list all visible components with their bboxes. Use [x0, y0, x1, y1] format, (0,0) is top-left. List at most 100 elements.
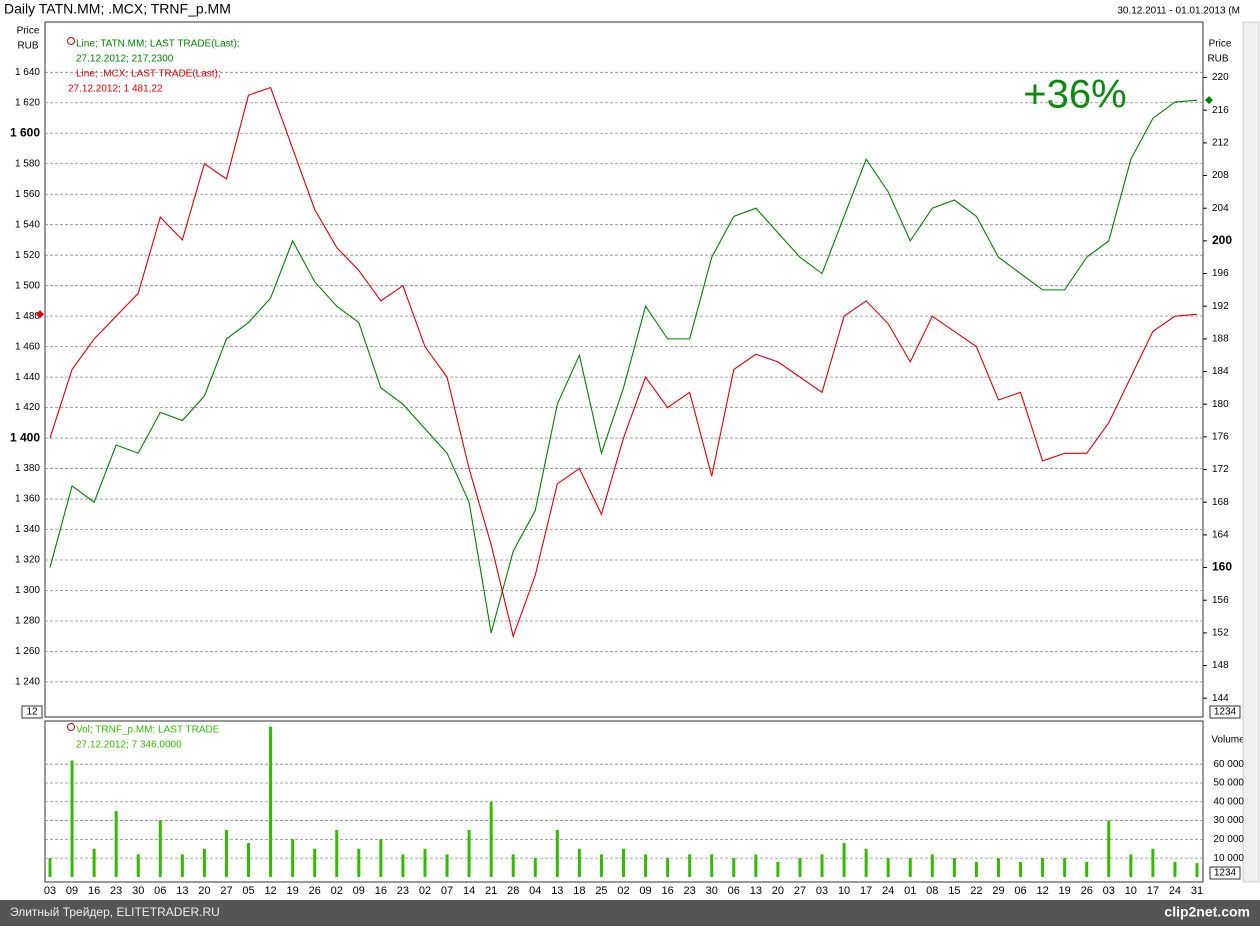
x-tick-label: 24 [882, 885, 894, 897]
y-tick-label: 1 260 [15, 646, 40, 657]
box [21, 705, 43, 719]
legend-detail: 27.12.2012; 7 346,0000 [76, 740, 182, 751]
bar [864, 848, 868, 877]
x-tick-label: 26 [1081, 885, 1093, 897]
bar [1173, 861, 1177, 877]
y-tick-label: 1 520 [15, 250, 40, 261]
bar [952, 858, 956, 877]
y-tick-label: 1 500 [15, 280, 40, 291]
bar [423, 848, 427, 877]
bar [379, 839, 383, 877]
x-tick-label: 22 [970, 885, 982, 897]
x-tick-label: 04 [529, 885, 541, 897]
legend-entry: Vol; TRNF_p.MM; LAST TRADE [76, 725, 220, 736]
bar [136, 854, 140, 877]
bar [555, 829, 559, 877]
last-value-marker [36, 310, 44, 319]
bar [908, 858, 912, 877]
x-tick-label: 19 [287, 885, 299, 897]
y2-tick-label: 212 [1212, 138, 1229, 149]
bar [401, 854, 405, 877]
y2-tick-label: 184 [1212, 366, 1229, 377]
bar [1085, 861, 1089, 877]
y-tick-label: 1 460 [15, 341, 40, 352]
bar [48, 858, 52, 877]
bar [1107, 820, 1111, 877]
bar [114, 811, 118, 877]
bar [467, 829, 471, 877]
x-tick-label: 01 [904, 885, 916, 897]
y2-tick-label: 216 [1212, 105, 1229, 116]
x-tick-label: 25 [595, 885, 607, 897]
bar [291, 839, 295, 877]
bar [886, 858, 890, 877]
y-tick-label: 1 640 [15, 67, 40, 78]
box [1209, 866, 1241, 880]
box-label: 1234 [1214, 707, 1237, 718]
x-tick-label: 06 [1014, 885, 1026, 897]
y-axis-label: RUB [17, 41, 38, 52]
x-tick-label: 15 [948, 885, 960, 897]
y-tick-label: 1 240 [15, 677, 40, 688]
bar [622, 848, 625, 877]
y2-tick-label: 144 [1212, 693, 1229, 704]
x-tick-label: 02 [617, 885, 629, 897]
x-tick-label: 17 [1147, 885, 1159, 897]
x-tick-label: 10 [838, 885, 850, 897]
y2-tick-label: 168 [1212, 497, 1229, 508]
x-tick-label: 18 [573, 885, 585, 897]
x-tick-label: 13 [750, 885, 762, 897]
y2-tick-label: 188 [1212, 334, 1229, 345]
x-tick-label: 27 [794, 885, 806, 897]
y-tick-label: 1 480 [15, 311, 40, 322]
x-tick-label: 06 [154, 885, 166, 897]
bar [1063, 858, 1067, 877]
bar [1195, 863, 1199, 877]
x-tick-label: 08 [926, 885, 938, 897]
bar [202, 848, 206, 877]
y-tick-label: 40 000 [1213, 796, 1244, 807]
y-tick-label: 60 000 [1213, 759, 1244, 770]
x-tick-label: 13 [176, 885, 188, 897]
bar [798, 858, 802, 877]
price-panel [44, 21, 1204, 718]
legend-detail: 27.12.2012; 217,2300 [76, 54, 174, 65]
y2-tick-label: 176 [1212, 432, 1229, 443]
x-tick-label: 26 [309, 885, 321, 897]
bar [445, 854, 449, 877]
x-tick-label: 14 [463, 885, 475, 897]
box-label: 12 [26, 707, 38, 718]
x-tick-label: 16 [375, 885, 387, 897]
x-tick-label: 12 [1036, 885, 1048, 897]
bar [644, 854, 648, 877]
y2-axis-label: RUB [1207, 54, 1228, 65]
x-tick-label: 30 [132, 885, 144, 897]
y-tick-label: 1 300 [15, 585, 40, 596]
y-tick-label: 10 000 [1213, 853, 1244, 864]
y-tick-label: 1 580 [15, 158, 40, 169]
bar [313, 848, 317, 877]
x-tick-label: 05 [242, 885, 254, 897]
x-tick-label: 20 [772, 885, 784, 897]
scrollbar[interactable] [1242, 21, 1260, 883]
y2-tick-label: 160 [1212, 560, 1232, 574]
x-tick-label: 19 [1059, 885, 1071, 897]
y-tick-label: 1 340 [15, 524, 40, 535]
bar [754, 854, 758, 877]
x-tick-label: 09 [66, 885, 78, 897]
bar [974, 861, 978, 877]
bar [930, 854, 934, 877]
footer-text: Элитный Трейдер, ELITETRADER.RU [10, 905, 220, 919]
x-tick-label: 29 [992, 885, 1004, 897]
bar [732, 858, 736, 877]
line-series [49, 99, 1198, 634]
x-tick-label: 21 [485, 885, 497, 897]
y2-tick-label: 220 [1212, 72, 1229, 83]
x-tick-label: 17 [860, 885, 872, 897]
y2-tick-label: 156 [1212, 595, 1229, 606]
annotation: +36% [1023, 73, 1126, 117]
bar [688, 854, 692, 877]
bar [357, 848, 361, 877]
